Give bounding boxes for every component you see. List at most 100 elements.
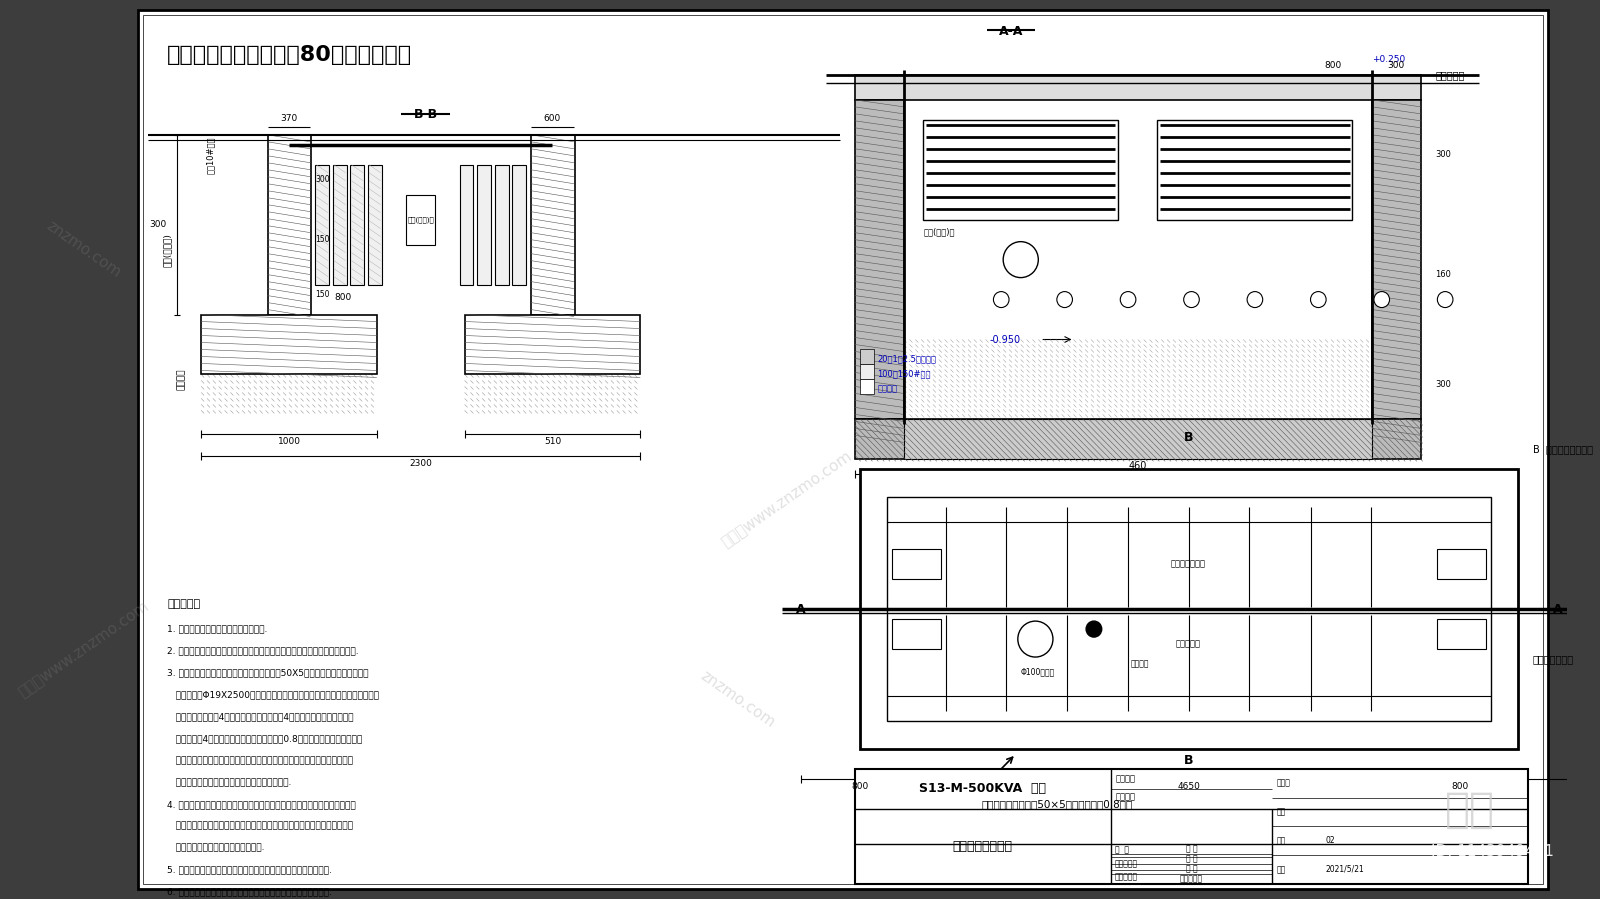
Text: 百叶(或网)窗: 百叶(或网)窗 [923,227,955,236]
Bar [477,165,491,285]
Bar [854,769,1528,884]
Text: Φ100排污口: Φ100排污口 [1021,667,1054,676]
Text: B  变压器中性接地极: B 变压器中性接地极 [1533,444,1594,454]
Text: 150: 150 [315,289,330,298]
Bar [1157,120,1352,219]
Text: 300: 300 [150,220,166,229]
Text: 审 核: 审 核 [1186,864,1197,873]
Bar [859,379,874,395]
Text: znzmo.com: znzmo.com [45,218,125,280]
Text: 水平接地镀锌扁钢（50×5）（埋深大于0.8米）: 水平接地镀锌扁钢（50×5）（埋深大于0.8米） [982,799,1133,809]
Text: 采用热浸镀锌防腐，焊接部位采用防腐油漆，接地网的外边缘应闭合外边应: 采用热浸镀锌防腐，焊接部位采用防腐油漆，接地网的外边缘应闭合外边应 [166,756,354,765]
Text: +0.250: +0.250 [1371,55,1405,64]
Text: 草坪或地面: 草坪或地面 [1435,70,1464,80]
Text: 电缆出线管: 电缆出线管 [1176,639,1202,648]
Text: 300: 300 [1435,380,1451,389]
Bar [368,165,382,285]
Text: 600: 600 [544,114,562,123]
Bar [315,165,330,285]
Text: 专业负责人: 专业负责人 [1179,874,1203,883]
Bar [406,195,435,245]
Bar [859,469,1518,749]
Text: 接地扁钢: 接地扁钢 [178,369,186,390]
Text: 100厚150#素砼: 100厚150#素砼 [877,369,931,378]
Bar [267,135,312,315]
Text: A-A: A-A [998,25,1022,38]
Circle shape [1058,291,1072,307]
Circle shape [1246,291,1262,307]
Bar [333,165,347,285]
Bar [202,315,376,375]
Text: 2. 箱变基础应座落在坚实的地基上，如地基不坚实，应加高垫层，并设法加固.: 2. 箱变基础应座落在坚实的地基上，如地基不坚实，应加高垫层，并设法加固. [166,646,358,655]
Text: 过最高积水位，在安装好电缆后使用防水油膏内外同时嵌缝，基坑内外侧抹: 过最高积水位，在安装好电缆后使用防水油膏内外同时嵌缝，基坑内外侧抹 [166,822,354,831]
Text: 素土夯实: 素土夯实 [877,385,898,394]
Text: 460: 460 [1128,461,1147,471]
Text: 510: 510 [544,438,562,447]
Text: 中心位置用Φ19X2500镀锌圆钢打入地下，并与扁钢焊接在一起，其电阻值在: 中心位置用Φ19X2500镀锌圆钢打入地下，并与扁钢焊接在一起，其电阻值在 [166,690,379,699]
Text: S13-M-500KVA  箱变: S13-M-500KVA 箱变 [920,782,1046,796]
Text: 水泥沙浆，外侧加作一布三涂防水层.: 水泥沙浆，外侧加作一布三涂防水层. [166,844,264,853]
Circle shape [1120,291,1136,307]
Text: 图别: 图别 [1277,807,1285,816]
Text: 3. 做基础时应同时做接地装置，接地装置可用50X5扁钢，做成圆板型，四角及: 3. 做基础时应同时做接地装置，接地装置可用50X5扁钢，做成圆板型，四角及 [166,668,368,677]
Text: 技术说明：: 技术说明： [166,599,200,610]
Bar [886,497,1491,721]
Bar [464,315,640,375]
Text: 800: 800 [851,782,869,791]
Text: ID: 1143949471: ID: 1143949471 [1430,844,1554,859]
Circle shape [994,291,1010,307]
Text: 注册证书号: 注册证书号 [1115,873,1138,882]
Bar [904,420,1371,459]
Text: 设计号: 设计号 [1277,779,1290,788]
Text: 2021/5/21: 2021/5/21 [1326,865,1365,874]
Text: 300: 300 [1435,150,1451,159]
Bar [459,165,474,285]
Bar [859,364,874,379]
Text: -0.950: -0.950 [990,334,1021,344]
Circle shape [1003,242,1038,278]
Bar [891,549,941,579]
Circle shape [1437,291,1453,307]
Bar [891,619,941,649]
Text: 箱式变电站基础图: 箱式变电站基础图 [952,840,1013,853]
Bar [512,165,526,285]
Text: 日期: 日期 [1277,865,1285,874]
Text: 300: 300 [1387,61,1405,70]
Text: 做成圆弧形，接地的制作应符合相关的标准要求.: 做成圆弧形，接地的制作应符合相关的标准要求. [166,778,291,787]
Text: 知末网www.znzmo.com: 知末网www.znzmo.com [718,449,854,550]
Text: 校 核: 校 核 [1186,854,1197,863]
Text: 300: 300 [315,174,330,183]
Bar [1437,549,1486,579]
Text: 设 计: 设 计 [1186,844,1197,853]
Text: 370: 370 [280,114,298,123]
Text: 5. 箱变基础顶面及预埋的槽钢必须水平，确保箱变安装在水平面上.: 5. 箱变基础顶面及预埋的槽钢必须水平，确保箱变安装在水平面上. [166,866,331,875]
Circle shape [1018,621,1053,657]
Text: 02: 02 [1326,836,1336,845]
Text: 高压电缆出线管: 高压电缆出线管 [1171,560,1206,569]
Bar [350,165,365,285]
Bar [142,15,1542,884]
Bar [923,120,1118,219]
Text: B: B [1184,432,1194,444]
Text: 知末: 知末 [1445,788,1494,831]
Text: 箱变金属接地极: 箱变金属接地极 [1533,654,1574,664]
Text: 800: 800 [334,292,352,301]
Text: 地坪(或地面): 地坪(或地面) [163,233,171,267]
Bar [854,75,1421,100]
Text: 6. 进出线电缆预埋位置，数量，直径建议方或施工方根据实际确定.: 6. 进出线电缆预埋位置，数量，直径建议方或施工方根据实际确定. [166,887,331,896]
Text: 注册印章号: 注册印章号 [1115,859,1138,868]
Text: B: B [1184,754,1194,767]
Text: 干燥季节不得大于4欧姆，当实测电阻值大于4欧姆时补数接地体或加降阻: 干燥季节不得大于4欧姆，当实测电阻值大于4欧姆时补数接地体或加降阻 [166,712,354,721]
Bar [1371,100,1421,420]
Text: 接线排柱: 接线排柱 [1131,660,1149,669]
Text: 2300: 2300 [410,459,432,468]
Circle shape [1086,621,1102,637]
Text: 20厚1：2.5水泥沙浆: 20厚1：2.5水泥沙浆 [877,354,936,363]
Bar [494,165,509,285]
Text: znzmo.com: znzmo.com [698,668,778,730]
Text: 顶埋10#槽钢: 顶埋10#槽钢 [206,136,216,174]
Bar [854,100,904,420]
Text: 1000: 1000 [277,438,301,447]
Text: 150: 150 [315,235,330,244]
Circle shape [1184,291,1200,307]
